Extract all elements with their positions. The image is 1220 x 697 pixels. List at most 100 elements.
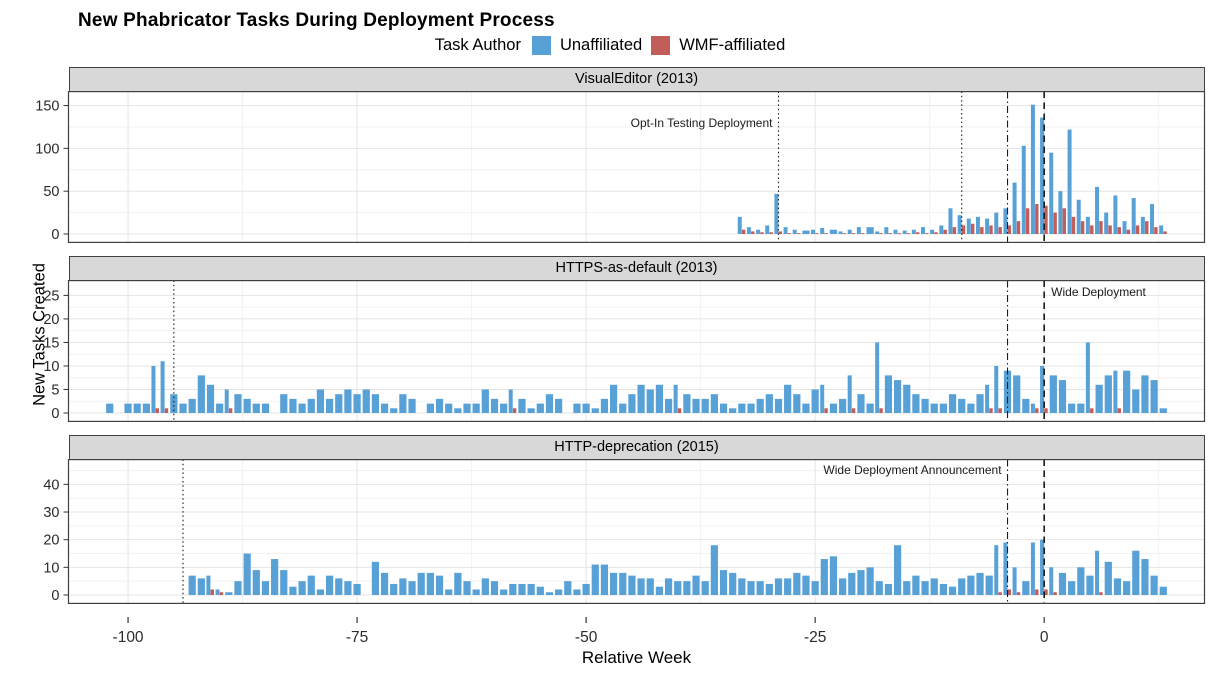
bar-unaffiliated [719,570,728,595]
bar-unaffiliated [215,589,220,595]
bar-wmf-affiliated [1016,221,1021,234]
bar-unaffiliated [481,389,489,413]
bar-wmf-affiliated [1035,589,1039,595]
bar-wmf-affiliated [1044,205,1048,234]
bar-unaffiliated [353,583,361,595]
bar-unaffiliated [527,583,535,595]
bar-unaffiliated [939,225,944,234]
bar-unaffiliated [426,403,434,413]
bar-unaffiliated [527,408,535,413]
legend: Task Author Unaffiliated WMF-affiliated [0,36,1220,55]
y-tick-label: 15 [43,335,59,351]
bar-unaffiliated [738,403,746,413]
bar-unaffiliated [930,229,935,234]
bar-unaffiliated [994,212,999,234]
x-tick-label: -50 [575,629,598,646]
bar-unaffiliated [298,581,306,595]
bar-unaffiliated [884,227,889,234]
bar-unaffiliated [399,394,407,413]
bar-wmf-affiliated [961,225,966,234]
bar-unaffiliated [1085,342,1090,413]
bar-unaffiliated [664,398,673,413]
bar-unaffiliated [325,398,334,413]
y-tick-label: 25 [43,288,59,304]
bar-unaffiliated [454,408,462,413]
y-tick-label: 20 [43,533,59,549]
y-tick-label: 10 [43,560,59,576]
bar-wmf-affiliated [1062,208,1066,234]
bar-unaffiliated [555,398,563,413]
bar-unaffiliated [289,398,297,413]
bar-unaffiliated [710,394,718,413]
y-tick-label: 0 [51,406,59,422]
bar-unaffiliated [206,575,211,595]
bar-wmf-affiliated [998,227,1002,234]
bar-wmf-affiliated [1090,225,1094,234]
bar-wmf-affiliated [897,233,902,234]
bar-unaffiliated [271,559,279,595]
bar-unaffiliated [325,575,334,595]
bar-unaffiliated [729,572,737,595]
x-axis: -100 -75 -50 -25 0 [113,617,1049,646]
bar-unaffiliated [839,578,847,595]
bar-unaffiliated [371,561,380,595]
bar-unaffiliated [582,583,590,595]
bar-wmf-affiliated [1025,208,1030,234]
bar-wmf-affiliated [1126,229,1131,234]
bar-unaffiliated [252,570,260,595]
bar-wmf-affiliated [1053,212,1057,234]
bar-unaffiliated [664,578,673,595]
bar-unaffiliated [1003,542,1008,595]
bar-wmf-affiliated [796,233,801,234]
bar-unaffiliated [912,575,920,595]
x-tick-label: -75 [346,629,368,646]
bar-unaffiliated [637,578,645,595]
bar-unaffiliated [371,394,380,413]
bar-unaffiliated [225,592,233,595]
bar-wmf-affiliated [879,408,883,413]
bar-wmf-affiliated [512,408,517,413]
bar-unaffiliated [820,384,825,413]
bar-unaffiliated [811,229,816,234]
bar-wmf-affiliated [1145,221,1149,234]
bar-unaffiliated [1012,567,1017,595]
bar-unaffiliated [500,403,508,413]
bar-unaffiliated [1040,365,1045,413]
bar-wmf-affiliated [980,227,984,234]
bar-unaffiliated [1049,375,1057,413]
bar-unaffiliated [509,583,517,595]
bar-unaffiliated [1104,561,1112,595]
bar-unaffiliated [408,398,416,413]
bar-unaffiliated [380,572,389,595]
chart-title: New Phabricator Tasks During Deployment … [78,10,555,31]
bar-unaffiliated [1022,398,1030,413]
bar-unaffiliated [820,559,828,595]
bar-unaffiliated [948,208,953,234]
y-tick-label: 40 [43,477,59,493]
bar-unaffiliated [1132,389,1140,413]
bar-unaffiliated [454,572,462,595]
bar-unaffiliated [142,403,150,413]
bar-unaffiliated [884,583,893,595]
bar-unaffiliated [655,586,664,595]
bar-unaffiliated [1150,204,1155,234]
bar-unaffiliated [472,403,480,413]
bar-unaffiliated [600,398,609,413]
bar-unaffiliated [848,572,856,595]
facet-http-deprecation: HTTP-deprecation (2015) 0 10 20 30 40 Wide De… [28,435,1220,604]
bar-unaffiliated [399,578,407,595]
bar-unaffiliated [985,218,990,234]
y-tick-label: 50 [43,184,59,200]
bar-unaffiliated [1141,375,1149,413]
bar-wmf-affiliated [1053,592,1057,595]
bar-unaffiliated [243,398,251,413]
bar-wmf-affiliated [769,232,773,234]
bar-unaffiliated [1076,199,1081,234]
y-tick-label: 0 [51,227,59,243]
bar-unaffiliated [939,403,948,413]
bar-unaffiliated [307,398,315,413]
bar-unaffiliated [1123,581,1131,595]
bar-unaffiliated [710,545,718,595]
legend-swatch-unaffiliated [531,36,551,55]
bar-unaffiliated [857,394,865,413]
